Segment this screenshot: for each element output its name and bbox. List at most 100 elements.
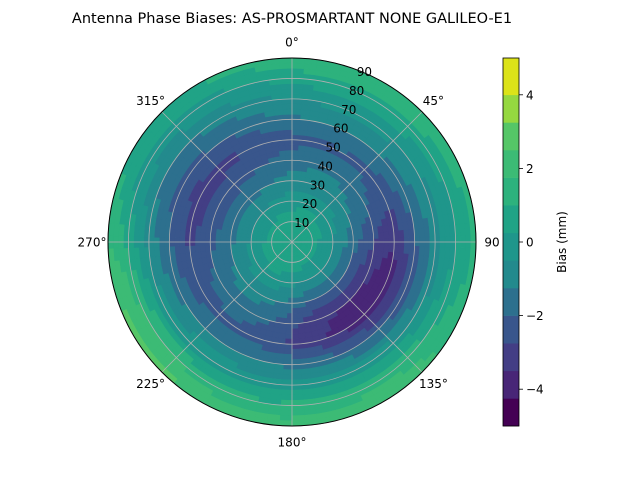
contour-cell [279, 415, 293, 422]
contour-cell [291, 348, 301, 355]
contour-cell [291, 159, 299, 166]
contour-cell [283, 353, 293, 360]
contour-cell [342, 235, 349, 241]
contour-cell [280, 399, 293, 406]
chart-title: Antenna Phase Biases: AS-PROSMARTANT NON… [72, 11, 512, 27]
colorbar-tick-label: −2 [526, 309, 544, 323]
radial-tick-label: 30 [310, 178, 325, 192]
contour-cell [291, 67, 305, 75]
colorbar-segment [503, 94, 519, 123]
contour-cell [283, 185, 289, 192]
contour-cell [285, 154, 293, 161]
radial-tick-label: 20 [302, 197, 317, 211]
contour-cell [281, 379, 293, 386]
colorbar-label: Bias (mm) [555, 211, 569, 273]
contour-cell [291, 292, 297, 299]
angular-tick-label: 180° [278, 436, 307, 450]
contour-cell [337, 236, 344, 241]
contour-cell [291, 129, 301, 136]
contour-cell [287, 302, 293, 309]
contour-cell [367, 233, 375, 240]
colorbar-segment [503, 177, 519, 206]
contour-cell [279, 404, 293, 411]
contour-cell [291, 154, 299, 161]
contour-cell [291, 83, 304, 90]
contour-cell [286, 307, 293, 314]
contour-cell [281, 93, 293, 100]
contour-cell [295, 297, 301, 304]
radial-tick-label: 70 [341, 103, 356, 117]
contour-cell [283, 348, 293, 355]
contour-cell [383, 244, 390, 253]
contour-cell [194, 244, 201, 253]
contour-cell [282, 374, 293, 381]
colorbar-segment [503, 122, 519, 151]
contour-cell [291, 165, 298, 171]
contour-cell [291, 358, 301, 365]
contour-cell [291, 333, 300, 340]
contour-cell [284, 139, 293, 146]
contour-cell [282, 108, 293, 115]
contour-cell [179, 229, 186, 239]
contour-cell [291, 98, 303, 105]
angular-tick-label: 135° [419, 377, 448, 391]
contour-cell [282, 113, 293, 120]
contour-cell [291, 103, 302, 110]
contour-cell [204, 232, 211, 240]
contour-cell [158, 227, 166, 238]
colorbar-tick-label: −4 [526, 383, 544, 397]
contour-cell [284, 338, 293, 345]
contour-cell [291, 108, 302, 115]
contour-cell [388, 245, 395, 254]
contour-cell [357, 234, 364, 240]
contour-cell [282, 175, 289, 182]
contour-cell [291, 287, 296, 294]
colorbar-segment [503, 315, 519, 344]
contour-cell [291, 124, 301, 131]
angular-tick-label: 270° [78, 236, 107, 250]
contour-cell [291, 175, 297, 182]
contour-cell [279, 73, 293, 80]
contour-cell [283, 358, 293, 365]
radial-tick-label: 40 [318, 159, 333, 173]
contour-cell [291, 343, 300, 350]
contour-cell [282, 364, 293, 371]
contour-cell [291, 399, 304, 406]
contour-cell [291, 302, 297, 309]
contour-cell [283, 124, 293, 131]
contour-cell [283, 129, 293, 136]
contour-cell [327, 237, 334, 242]
angular-tick-label: 90 [484, 236, 499, 250]
contour-cell [280, 88, 293, 95]
contour-cell [373, 232, 380, 240]
contour-cell [295, 292, 301, 299]
contour-cell [281, 170, 288, 177]
colorbar-segment [503, 260, 519, 289]
contour-cell [291, 318, 299, 325]
contour-cell [286, 313, 293, 319]
angular-tick-label: 45° [423, 94, 444, 108]
contour-cell [174, 245, 181, 255]
contour-cell [291, 297, 297, 304]
contour-cell [291, 353, 301, 360]
radial-tick-label: 10 [294, 216, 309, 230]
contour-cell [280, 394, 293, 401]
contour-cell [347, 235, 354, 241]
contour-cell [280, 165, 288, 172]
contour-cell [291, 73, 305, 80]
colorbar-tick-label: 2 [526, 162, 534, 176]
polar-grid [107, 57, 477, 427]
contour-cell [378, 244, 385, 252]
contour-cell [281, 384, 293, 391]
radial-tick-label: 50 [325, 141, 340, 155]
contour-cell [189, 230, 196, 239]
contour-cell [284, 134, 293, 141]
contour-cell [287, 180, 293, 187]
contour-cell [245, 243, 252, 248]
contour-cell [225, 243, 232, 250]
radial-tick-label: 80 [349, 84, 364, 98]
contour-cell [287, 175, 293, 182]
contour-cell [383, 231, 390, 240]
angular-tick-label: 315° [136, 94, 165, 108]
